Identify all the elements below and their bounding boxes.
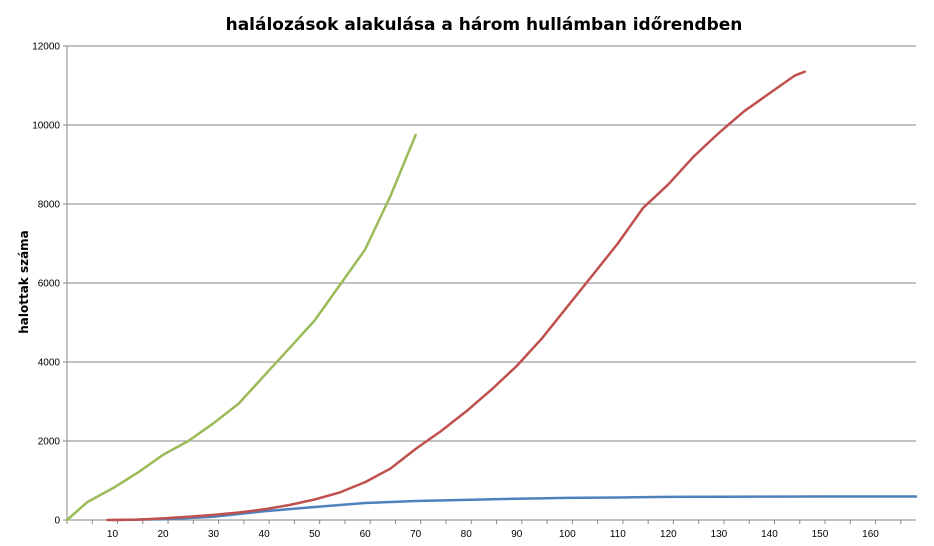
y-tick-label-6: 12000: [32, 42, 60, 53]
x-tick-label-5: 60: [360, 529, 372, 540]
x-tick-label-10: 110: [610, 529, 626, 540]
y-tick-label-4: 8000: [38, 200, 61, 211]
x-tick-label-1: 20: [157, 529, 169, 540]
gridlines: [67, 45, 916, 442]
y-tick-label-2: 4000: [38, 358, 61, 369]
x-tick-label-14: 150: [812, 529, 829, 540]
y-tick-labels: 0 2000 4000 6000 8000 10000 12000: [32, 42, 60, 527]
x-tick-label-4: 50: [309, 529, 321, 540]
series-line-1: [111, 495, 918, 522]
x-tick-label-9: 100: [559, 529, 576, 540]
x-tick-label-2: 30: [208, 529, 220, 540]
x-tick-labels: 10 20 30 40 50 60 70 80 90 100 110 120 130 140 150 160: [107, 529, 879, 540]
data-series: [65, 70, 918, 522]
x-tick-label-7: 80: [461, 529, 473, 540]
y-axis-label: halottak száma: [17, 230, 31, 334]
x-tick-label-11: 120: [660, 529, 677, 540]
x-tick-label-12: 130: [711, 529, 728, 540]
chart-title: halálozások alakulása a három hullámban …: [226, 15, 743, 35]
series-line-3: [65, 133, 417, 522]
x-tick-label-0: 10: [107, 529, 119, 540]
x-tick-label-8: 90: [511, 529, 523, 540]
x-tick-label-15: 160: [862, 529, 879, 540]
y-tick-label-0: 0: [54, 516, 60, 527]
y-tick-label-3: 6000: [38, 279, 61, 290]
axes: [63, 45, 916, 524]
x-tick-label-3: 40: [259, 529, 271, 540]
x-tick-label-6: 70: [410, 529, 422, 540]
y-tick-label-5: 10000: [32, 121, 60, 132]
y-tick-label-1: 2000: [38, 437, 61, 448]
x-tick-label-13: 140: [761, 529, 778, 540]
series-line-2: [106, 70, 807, 522]
